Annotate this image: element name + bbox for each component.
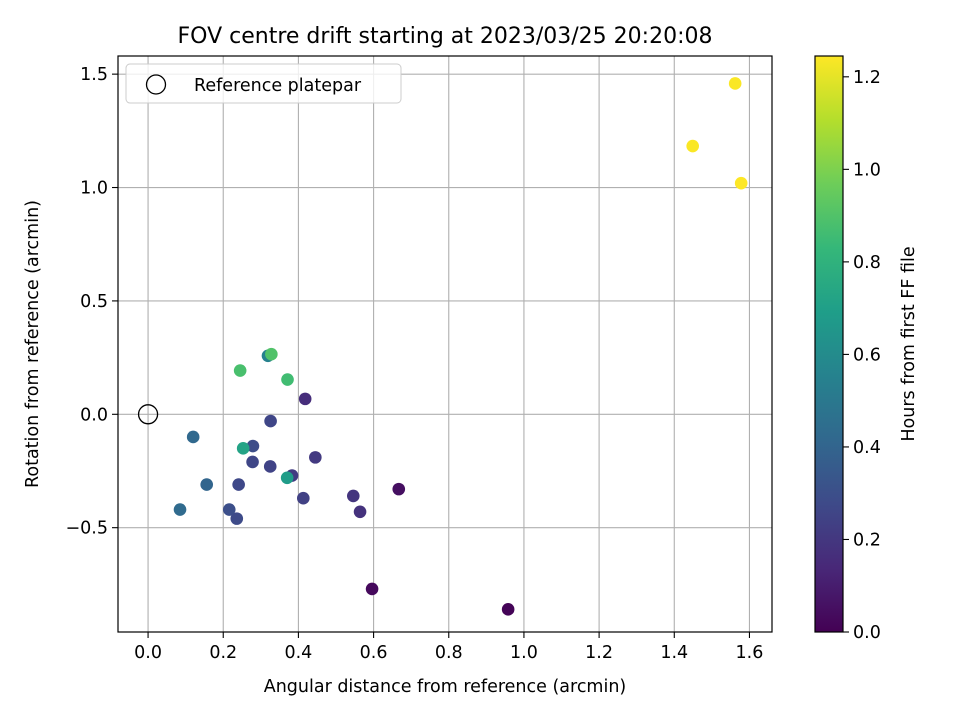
data-point xyxy=(263,460,277,473)
x-tick-label: 1.2 xyxy=(585,643,613,663)
y-tick-label: −0.5 xyxy=(66,519,109,539)
legend-marker-reference xyxy=(145,74,167,95)
data-point xyxy=(232,478,245,491)
data-point xyxy=(236,442,250,455)
x-axis-label: Angular distance from reference (arcmin) xyxy=(264,677,627,697)
colorbar-gradient xyxy=(814,55,844,633)
data-point xyxy=(246,439,260,453)
y-tick-label: 1.5 xyxy=(80,65,108,85)
colorbar-tick-label: 1.2 xyxy=(853,68,881,88)
data-point xyxy=(309,451,322,464)
colorbar-tick-label: 0.6 xyxy=(853,345,881,365)
plot-frame xyxy=(117,55,773,633)
data-point xyxy=(297,491,310,505)
data-point xyxy=(298,392,312,406)
y-tick-label: 0.5 xyxy=(80,292,108,312)
colorbar-tick-label: 1.0 xyxy=(853,160,881,180)
legend: Reference platepar xyxy=(125,63,402,104)
x-tick-label: 0.4 xyxy=(284,643,312,663)
data-point xyxy=(686,139,699,153)
reference-platepar-marker xyxy=(137,404,159,425)
colorbar-label: Hours from first FF file xyxy=(899,246,919,441)
data-point xyxy=(264,414,277,428)
colorbar-tick-label: 0.0 xyxy=(853,623,881,643)
colorbar: 0.0 0.2 0.4 0.6 0.8 1.0 1.2 Hours from first F… xyxy=(814,55,919,643)
data-point xyxy=(728,77,742,90)
legend-entry-reference: Reference platepar xyxy=(194,76,362,96)
data-point xyxy=(173,503,187,516)
data-point xyxy=(233,364,247,377)
scatter-points xyxy=(137,77,748,616)
data-point xyxy=(186,430,200,444)
data-point xyxy=(734,176,748,190)
x-tick-label: 1.4 xyxy=(660,643,688,663)
colorbar-tick-label: 0.4 xyxy=(853,438,881,458)
x-tick-label: 1.6 xyxy=(736,643,764,663)
data-point xyxy=(265,347,278,361)
y-tick-label: 0.0 xyxy=(80,405,108,425)
data-point xyxy=(365,582,379,596)
data-point xyxy=(353,505,367,519)
chart-title: FOV centre drift starting at 2023/03/25 … xyxy=(178,24,713,49)
data-point xyxy=(280,471,294,485)
y-axis-label: Rotation from reference (arcmin) xyxy=(23,200,43,488)
data-point xyxy=(346,489,360,503)
data-point xyxy=(200,478,214,491)
y-tick-label: 1.0 xyxy=(80,179,108,199)
colorbar-tick-label: 0.8 xyxy=(853,253,881,273)
data-point xyxy=(222,503,236,516)
data-point xyxy=(501,603,515,616)
data-point xyxy=(281,373,294,386)
colorbar-tick-label: 0.2 xyxy=(853,530,881,550)
data-point xyxy=(392,482,406,496)
x-tick-label: 0.8 xyxy=(435,643,463,663)
data-point xyxy=(230,512,244,525)
axis-ticks: 0.0 0.2 0.4 0.6 0.8 1.0 1.2 1.4 1.6 −0.5 0.0 0.5 1.0… xyxy=(66,65,764,663)
x-tick-label: 0.6 xyxy=(360,643,388,663)
x-tick-label: 1.0 xyxy=(510,643,538,663)
legend-box xyxy=(125,63,402,104)
colorbar-ticks: 0.0 0.2 0.4 0.6 0.8 1.0 1.2 xyxy=(843,68,881,643)
x-tick-label: 0.0 xyxy=(134,643,162,663)
data-point xyxy=(246,455,259,469)
x-tick-label: 0.2 xyxy=(209,643,237,663)
grid xyxy=(118,56,772,632)
